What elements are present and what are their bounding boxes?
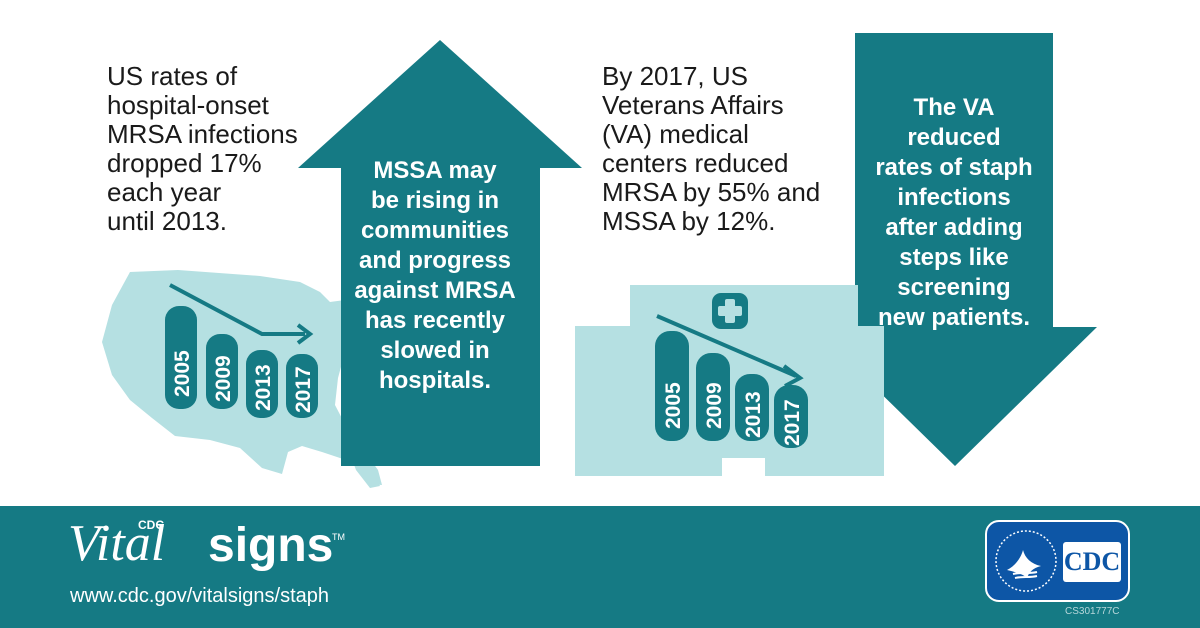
- up-arrow-line: MSSA may: [373, 157, 497, 184]
- brand-cdc-superscript: CDC: [138, 518, 164, 532]
- bar-2017: [774, 385, 808, 448]
- down-arrow-line: rates of staph: [875, 154, 1033, 181]
- brand-signs: signs: [208, 519, 334, 572]
- us-rates-text: US rates of hospital-onset MRSA infectio…: [107, 62, 298, 236]
- va-line: (VA) medical: [602, 119, 749, 149]
- va-line: By 2017, US: [602, 61, 748, 91]
- us-rates-line: US rates of: [107, 61, 238, 91]
- down-arrow-text: The VA reduced rates of staph infections…: [855, 93, 1053, 333]
- trend-arrow-icon: [656, 314, 804, 388]
- bar-2013: [735, 374, 769, 441]
- down-arrow-line: infections: [897, 184, 1011, 211]
- medical-cross-icon: [712, 293, 748, 329]
- bar-label-2013: 2013: [252, 364, 275, 411]
- up-arrow-line: be rising in: [370, 187, 499, 214]
- bar-2009: [206, 334, 238, 409]
- va-line: MSSA by 12%.: [602, 206, 776, 236]
- us-chart: 2005 2009 2013 2017: [165, 283, 318, 418]
- us-rates-line: dropped 17%: [107, 148, 262, 178]
- va-chart: 2005 2009 2013 2017: [655, 314, 808, 448]
- bar-2017: [286, 354, 318, 418]
- bar-2005: [655, 331, 689, 441]
- vitalsigns-link[interactable]: www.cdc.gov/vitalsigns/staph: [70, 585, 330, 607]
- bar-label-2005: 2005: [662, 382, 685, 429]
- us-rates-line: MRSA infections: [107, 119, 298, 149]
- up-arrow-line: slowed in: [380, 337, 490, 364]
- trend-arrow-icon: [169, 283, 314, 345]
- bar-label-2017: 2017: [781, 399, 804, 446]
- bar-label-2017: 2017: [292, 366, 315, 413]
- bar-label-2013: 2013: [742, 391, 765, 438]
- down-arrow-line: reduced: [907, 124, 1001, 151]
- bar-label-2009: 2009: [703, 382, 726, 429]
- va-text: By 2017, US Veterans Affairs (VA) medica…: [602, 62, 820, 236]
- infographic-graphics: 2005 2009 2013 2017 2005 2009 2013 2017: [102, 33, 1097, 488]
- up-arrow-line: communities: [360, 217, 510, 244]
- va-line: Veterans Affairs: [602, 90, 784, 120]
- up-arrow-line: and progress: [358, 247, 512, 274]
- us-rates-line: until 2013.: [107, 206, 227, 236]
- document-code: CS301777C: [1065, 606, 1120, 617]
- down-arrow-line: new patients.: [877, 304, 1031, 331]
- up-arrow-line: against MRSA: [354, 277, 516, 304]
- hhs-eagle-seal-icon: [995, 530, 1057, 592]
- us-rates-line: each year: [107, 177, 222, 207]
- bar-2009: [696, 353, 730, 441]
- down-arrow-line: The VA: [913, 94, 995, 121]
- down-arrow-line: screening: [897, 274, 1011, 301]
- up-arrow-text: MSSA may be rising in communities and pr…: [340, 156, 530, 396]
- cdc-logo-text: CDC: [1063, 542, 1121, 582]
- bar-2005: [165, 306, 197, 409]
- up-arrow-shape: [298, 40, 582, 466]
- us-rates-line: hospital-onset: [107, 90, 269, 120]
- bar-label-2009: 2009: [212, 355, 235, 402]
- brand-vital: Vital: [68, 515, 166, 572]
- va-line: centers reduced: [602, 148, 789, 178]
- up-arrow-line: has recently: [364, 307, 506, 334]
- bar-label-2005: 2005: [171, 350, 194, 397]
- up-arrow-line: hospitals.: [378, 367, 492, 394]
- down-arrow-line: after adding: [885, 214, 1023, 241]
- va-line: MRSA by 55% and: [602, 177, 821, 207]
- hhs-cdc-logo: CDC: [985, 520, 1130, 602]
- down-arrow-line: steps like: [899, 244, 1009, 271]
- bar-2013: [246, 350, 278, 418]
- brand-trademark: TM: [332, 532, 345, 542]
